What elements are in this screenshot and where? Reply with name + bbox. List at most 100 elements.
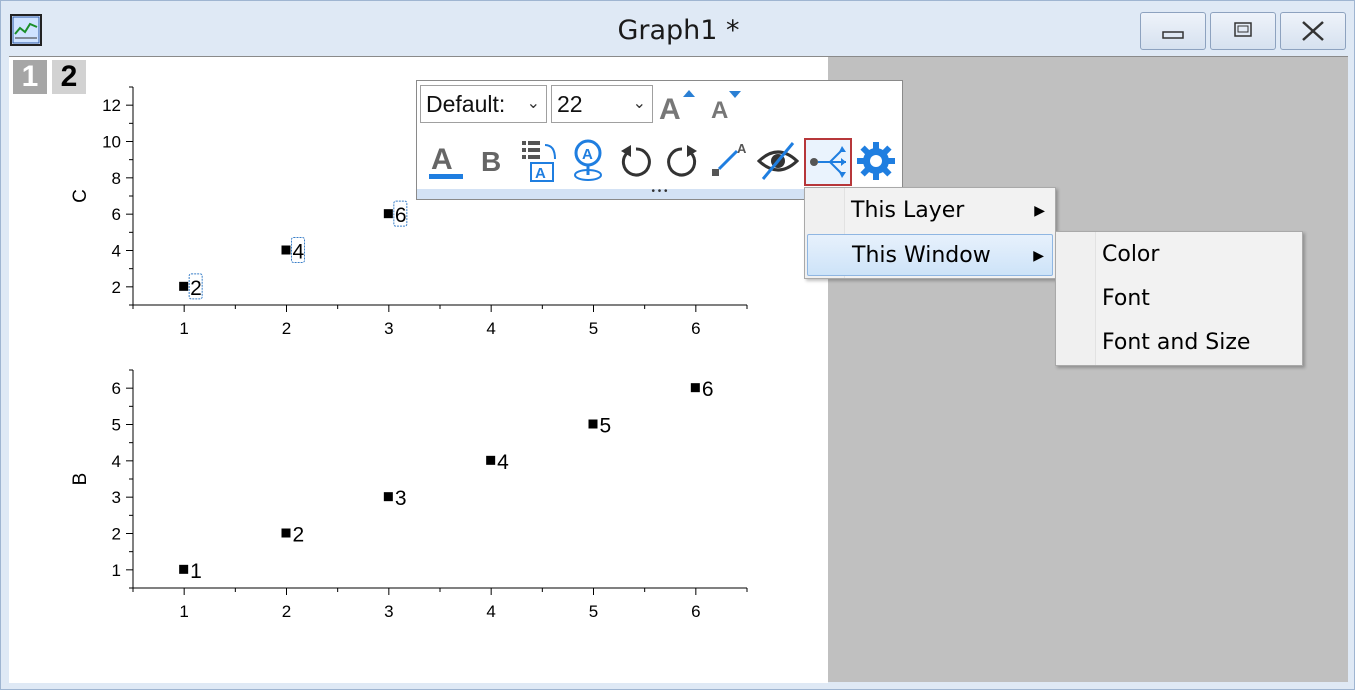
menu-item-label: Font	[1102, 286, 1150, 311]
svg-text:A: A	[659, 93, 681, 123]
apply-format-button[interactable]	[804, 138, 852, 186]
data-point	[383, 209, 393, 219]
y-tick-label: 12	[102, 96, 121, 115]
y-tick-label: 4	[112, 452, 121, 471]
label-position-icon[interactable]: A	[567, 137, 609, 183]
x-tick-label: 4	[486, 602, 495, 621]
y-axis-title: C	[70, 189, 91, 203]
font-color-icon[interactable]: A	[425, 137, 467, 183]
submenu-item-color[interactable]: Color	[1058, 234, 1300, 276]
data-label: 4	[293, 241, 305, 264]
x-tick-label: 2	[282, 319, 291, 338]
menu-item-label: Font and Size	[1102, 330, 1251, 355]
y-tick-label: 5	[112, 416, 121, 435]
data-label: 6	[702, 378, 714, 401]
data-point	[281, 245, 291, 255]
submenu-item-font[interactable]: Font	[1058, 278, 1300, 320]
x-tick-label: 6	[691, 319, 700, 338]
data-point	[179, 564, 189, 574]
y-tick-label: 4	[112, 242, 121, 261]
font-combo-value: Default:	[426, 91, 506, 117]
context-menu: This Layer ▶ This Window ▶	[804, 187, 1056, 279]
connect-line-icon[interactable]: A	[709, 137, 751, 183]
x-tick-label: 4	[486, 319, 495, 338]
rotate-cw-icon[interactable]	[661, 137, 703, 183]
svg-text:A: A	[711, 97, 728, 123]
close-icon	[1302, 21, 1324, 41]
svg-text:A: A	[535, 165, 546, 182]
font-combo[interactable]: Default: ⌄	[420, 85, 547, 123]
increase-font-icon[interactable]: A	[657, 87, 701, 123]
minimize-icon	[1162, 31, 1184, 39]
y-tick-label: 8	[112, 169, 121, 188]
data-label: 2	[190, 277, 202, 300]
label-selection-box	[188, 273, 203, 300]
label-selection-box	[393, 200, 408, 227]
data-point	[383, 492, 393, 502]
rotate-ccw-icon[interactable]	[615, 137, 657, 183]
menu-item-this-window[interactable]: This Window ▶	[807, 234, 1053, 276]
submenu-arrow-icon: ▶	[1034, 203, 1045, 219]
x-tick-label: 5	[589, 602, 598, 621]
chevron-down-icon: ⌄	[632, 95, 646, 112]
mini-toolbar: Default: ⌄ 22 ⌄ A A A B A	[416, 80, 903, 200]
data-label: 2	[293, 524, 305, 547]
hide-icon[interactable]	[757, 137, 799, 183]
label-from-column-icon[interactable]: A	[519, 137, 561, 183]
x-tick-label: 1	[179, 319, 188, 338]
submenu-arrow-icon: ▶	[1033, 248, 1044, 264]
data-point	[281, 528, 291, 538]
close-button[interactable]	[1280, 12, 1346, 50]
size-combo[interactable]: 22 ⌄	[551, 85, 653, 123]
size-combo-value: 22	[557, 91, 583, 117]
y-tick-label: 3	[112, 488, 121, 507]
data-point	[179, 281, 189, 291]
data-label: 6	[395, 204, 407, 227]
x-tick-label: 5	[589, 319, 598, 338]
data-point	[690, 383, 700, 393]
decrease-font-icon[interactable]: A	[709, 87, 749, 123]
x-tick-label: 6	[691, 602, 700, 621]
y-axis-title: B	[70, 473, 91, 486]
data-label: 3	[395, 487, 407, 510]
y-tick-label: 6	[112, 205, 121, 224]
y-tick-label: 2	[112, 525, 121, 544]
label-selection-box	[291, 237, 305, 263]
svg-text:A: A	[737, 141, 747, 156]
submenu-item-font-and-size[interactable]: Font and Size	[1058, 322, 1300, 364]
data-label: 5	[600, 415, 612, 438]
menu-item-label: This Layer	[851, 198, 965, 223]
x-tick-label: 2	[282, 602, 291, 621]
y-tick-label: 1	[112, 561, 121, 580]
origin-graph-icon[interactable]	[10, 14, 42, 46]
title-bar[interactable]: Graph1 *	[1, 1, 1355, 57]
y-tick-label: 2	[112, 278, 121, 297]
restore-button[interactable]	[1210, 12, 1276, 50]
x-tick-label: 1	[179, 602, 188, 621]
menu-item-this-layer[interactable]: This Layer ▶	[807, 190, 1053, 232]
window-title: Graph1 *	[617, 15, 740, 46]
svg-text:B: B	[481, 146, 501, 177]
svg-text:A: A	[582, 146, 593, 163]
layer-tab-2[interactable]: 2	[52, 60, 86, 94]
data-point	[486, 455, 496, 465]
data-label: 4	[497, 451, 509, 474]
x-tick-label: 3	[384, 319, 393, 338]
bold-icon[interactable]: B	[473, 137, 515, 183]
menu-item-label: Color	[1102, 242, 1160, 267]
layer-tab-1[interactable]: 1	[13, 60, 47, 94]
restore-icon	[1234, 22, 1252, 37]
menu-item-label: This Window	[852, 243, 991, 268]
y-tick-label: 10	[102, 133, 121, 152]
settings-icon[interactable]	[855, 137, 897, 183]
data-label: 1	[190, 560, 202, 583]
toolbar-grip[interactable]: • • •	[417, 187, 902, 199]
data-point	[588, 419, 598, 429]
x-tick-label: 3	[384, 602, 393, 621]
chevron-down-icon: ⌄	[526, 95, 540, 112]
minimize-button[interactable]	[1140, 12, 1206, 50]
y-tick-label: 6	[112, 379, 121, 398]
submenu: Color Font Font and Size	[1055, 231, 1303, 366]
